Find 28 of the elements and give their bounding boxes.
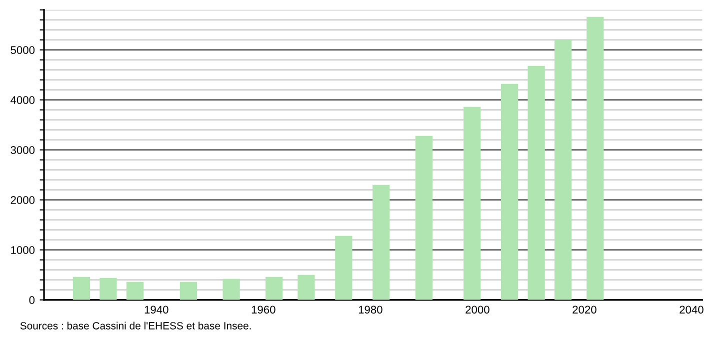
x-tick-label: 1940	[144, 306, 168, 314]
bar	[554, 40, 572, 300]
x-tick-label: 1960	[252, 306, 276, 314]
source-note: Sources : base Cassini de l'EHESS et base Insee.	[20, 322, 251, 330]
x-tick-label: 1980	[358, 306, 382, 314]
bar	[100, 278, 117, 300]
bar	[266, 276, 283, 300]
y-tick-label: 4000	[10, 96, 35, 104]
bar	[415, 136, 432, 300]
bar	[298, 274, 315, 300]
y-tick-label: 5000	[10, 46, 35, 54]
bar	[126, 282, 144, 300]
bar	[500, 84, 518, 300]
x-tick-label: 2040	[680, 306, 704, 314]
x-tick-label: 2020	[572, 306, 596, 314]
y-tick-label: 1000	[11, 246, 35, 254]
bar	[72, 276, 90, 300]
bar	[464, 106, 481, 300]
bar	[180, 282, 198, 300]
bar	[335, 236, 352, 300]
y-tick-label: 0	[29, 296, 35, 304]
y-tick-label: 3000	[10, 146, 35, 154]
y-tick-label: 2000	[10, 196, 35, 204]
bar	[222, 278, 240, 300]
bar	[372, 184, 390, 300]
bar	[586, 16, 604, 300]
x-tick-label: 2000	[466, 306, 490, 314]
bar	[528, 66, 545, 300]
